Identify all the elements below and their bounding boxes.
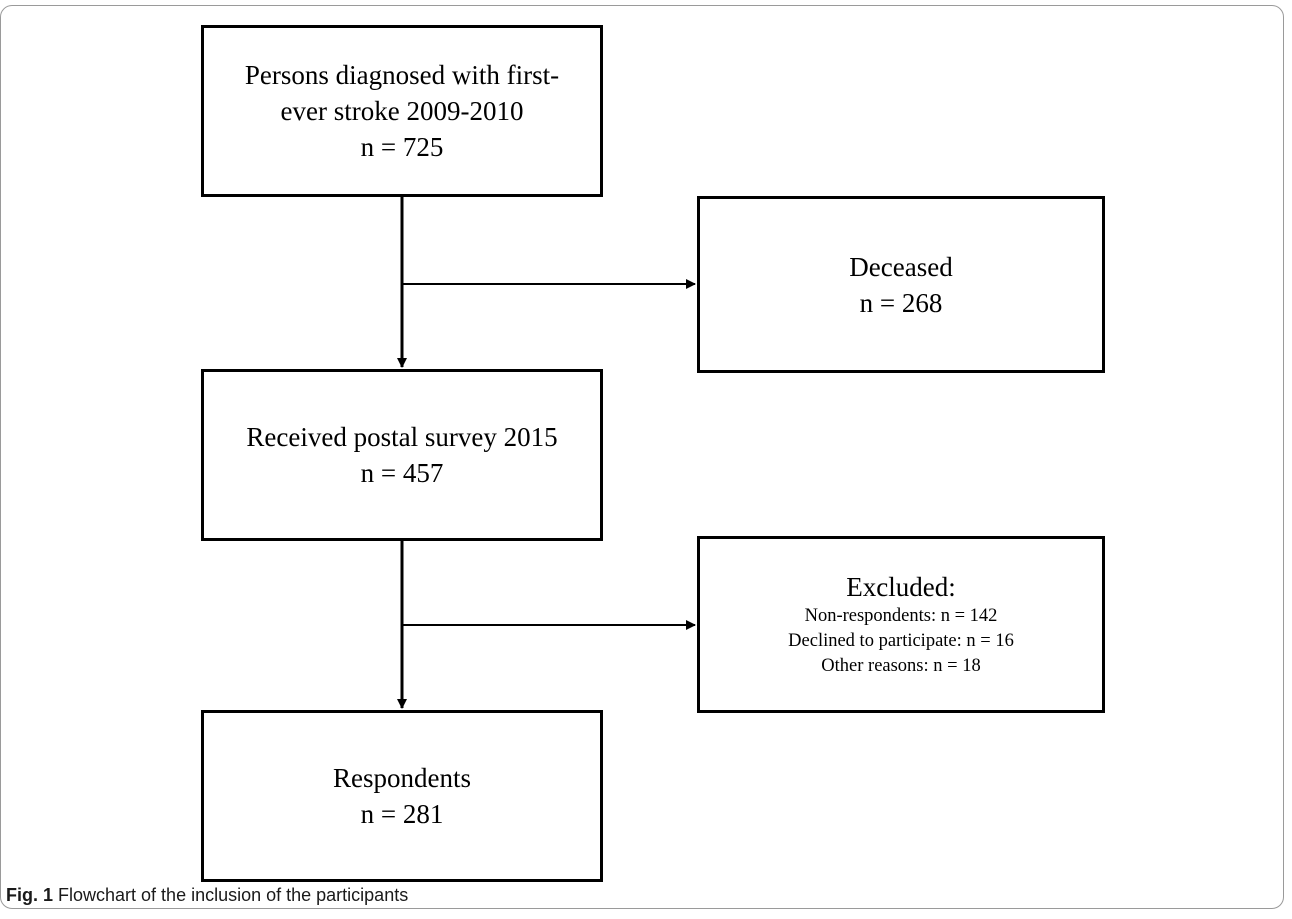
node-deceased-label: Deceased xyxy=(849,251,953,282)
figure-caption: Fig. 1 Flowchart of the inclusion of the… xyxy=(6,884,408,906)
node-respondents-label: Respondents xyxy=(333,763,471,793)
node-excluded-title: Excluded: xyxy=(846,572,956,602)
node-received-count: n = 457 xyxy=(360,458,444,488)
node-received-survey: Received postal survey 2015 n = 457 xyxy=(201,369,603,541)
figure-frame xyxy=(0,5,1284,909)
node-excluded-declined: Declined to participate: n = 16 xyxy=(788,631,1014,651)
node-excluded-non-respondents: Non-respondents: n = 142 xyxy=(804,606,998,626)
node-respondents-count: n = 281 xyxy=(360,799,444,829)
node-persons-count: n = 725 xyxy=(360,132,444,162)
node-persons-line-1: Persons diagnosed with first- xyxy=(244,60,560,90)
node-persons-diagnosed: Persons diagnosed with first- ever strok… xyxy=(201,25,603,197)
node-respondents: Respondents n = 281 xyxy=(201,710,603,882)
node-excluded-other: Other reasons: n = 18 xyxy=(821,656,981,676)
node-deceased-count: n = 268 xyxy=(859,287,943,318)
figure-caption-text: Flowchart of the inclusion of the partic… xyxy=(53,885,409,905)
node-persons-line-2: ever stroke 2009-2010 xyxy=(280,96,524,126)
node-excluded: Excluded: Non-respondents: n = 142 Decli… xyxy=(697,536,1105,713)
figure-caption-label: Fig. 1 xyxy=(6,885,54,905)
node-received-label: Received postal survey 2015 xyxy=(246,422,558,452)
node-deceased: Deceased n = 268 xyxy=(697,196,1105,373)
